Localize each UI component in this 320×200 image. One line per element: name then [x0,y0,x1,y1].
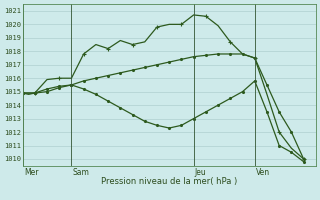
Text: Ven: Ven [256,168,270,177]
Text: Mer: Mer [24,168,38,177]
Text: Sam: Sam [73,168,90,177]
Text: Jeu: Jeu [195,168,207,177]
X-axis label: Pression niveau de la mer( hPa ): Pression niveau de la mer( hPa ) [101,177,237,186]
